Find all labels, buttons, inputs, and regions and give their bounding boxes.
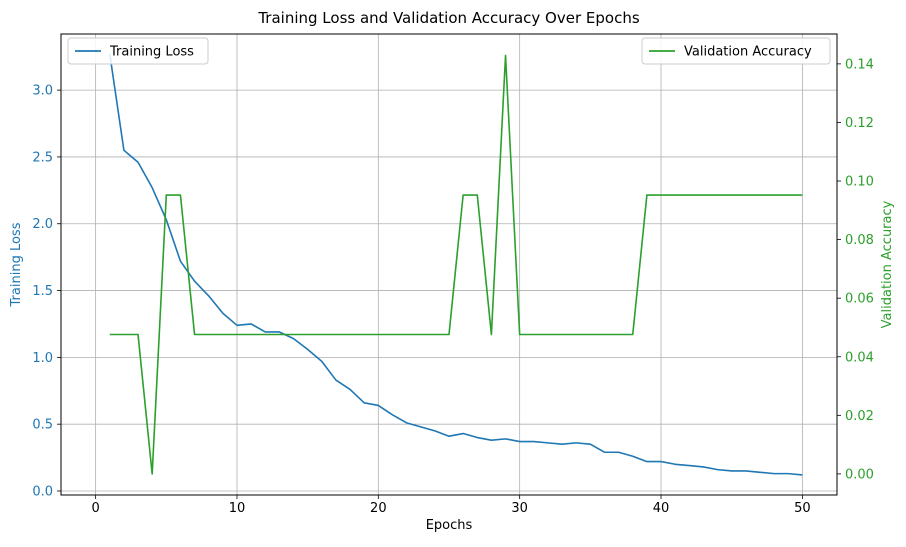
- y-right-tick-label: 0.08: [845, 233, 874, 248]
- legend-label: Training Loss: [109, 45, 194, 60]
- legend-training-loss: Training Loss: [67, 37, 209, 65]
- plot-frame: [60, 33, 838, 496]
- y-right-tick-label: 0.02: [845, 409, 874, 424]
- y-left-tick-label: 0.0: [32, 484, 53, 499]
- y-left-tick-label: 1.0: [32, 351, 53, 366]
- y-left-tick-label: 2.0: [32, 217, 53, 232]
- x-tick-label: 40: [653, 501, 670, 516]
- y-right-tick-label: 0.00: [845, 467, 874, 482]
- chart-title: Training Loss and Validation Accuracy Ov…: [257, 9, 639, 27]
- y-right-tick-label: 0.10: [845, 175, 874, 190]
- legend-label: Validation Accuracy: [684, 45, 812, 60]
- legend-box: [641, 37, 831, 65]
- series-layer: [108, 53, 803, 476]
- legend-box: [67, 37, 209, 65]
- y-right-tick-label: 0.14: [845, 57, 874, 72]
- y-axis-left-label: Training Loss: [9, 222, 24, 307]
- x-tick-label: 30: [511, 501, 528, 516]
- x-tick-label: 0: [91, 501, 99, 516]
- y-left-tick-label: 1.5: [32, 284, 53, 299]
- y-axis-left: 0.0 0.5 1.0 1.5 2.0 2.5 3.0: [32, 84, 61, 499]
- y-right-tick-label: 0.12: [845, 116, 874, 131]
- x-tick-label: 20: [370, 501, 387, 516]
- x-tick-label: 10: [229, 501, 246, 516]
- legend-validation-accuracy: Validation Accuracy: [641, 37, 831, 65]
- y-axis-right: 0.00 0.02 0.04 0.06 0.08 0.10 0.12 0.14: [837, 57, 874, 482]
- y-axis-right-label: Validation Accuracy: [880, 200, 895, 328]
- x-axis: 0 10 20 30 40 50: [91, 495, 811, 516]
- grid-layer: [61, 34, 837, 495]
- validation-accuracy-line: [109, 54, 803, 475]
- y-left-tick-label: 0.5: [32, 418, 53, 433]
- y-left-tick-label: 3.0: [32, 84, 53, 99]
- training-loss-line: [108, 53, 803, 476]
- y-left-tick-label: 2.5: [32, 150, 53, 165]
- x-axis-label: Epochs: [426, 518, 473, 533]
- y-right-tick-label: 0.04: [845, 350, 874, 365]
- x-tick-label: 50: [794, 501, 811, 516]
- y-right-tick-label: 0.06: [845, 292, 874, 307]
